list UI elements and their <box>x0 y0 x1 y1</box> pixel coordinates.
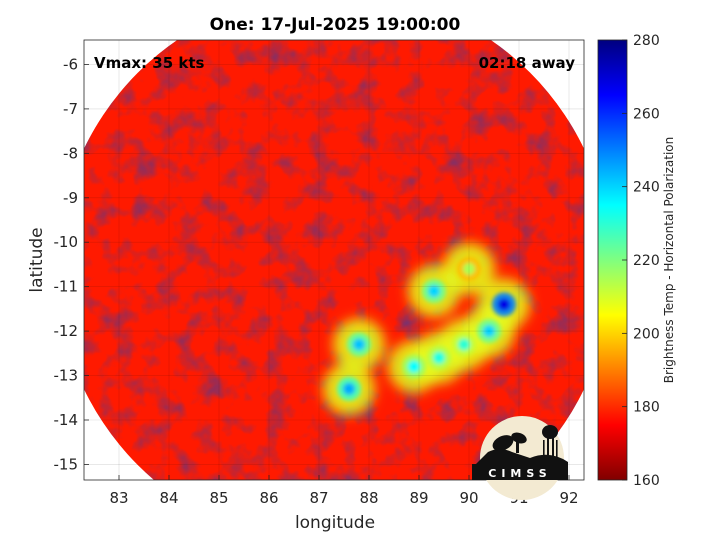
colorbar-tick-label: 240 <box>633 180 660 196</box>
y-tick-label: -10 <box>54 233 79 251</box>
y-tick-label: -9 <box>63 189 78 207</box>
vmax-annotation: Vmax: 35 kts <box>94 54 204 72</box>
x-tick-label: 87 <box>309 489 328 507</box>
y-tick-label: -15 <box>54 455 79 473</box>
x-tick-label: 90 <box>459 489 478 507</box>
cold-feature-6 <box>498 298 510 311</box>
x-axis-label: longitude <box>295 513 375 533</box>
x-tick-label: 84 <box>159 489 178 507</box>
cold-feature-2 <box>408 360 420 373</box>
chart-title: One: 17-Jul-2025 19:00:00 <box>210 15 461 35</box>
y-tick-label: -12 <box>54 322 79 340</box>
cold-feature-8 <box>463 262 475 275</box>
y-tick-label: -7 <box>63 100 78 118</box>
y-axis-label: latitude <box>27 227 47 292</box>
y-tick-label: -8 <box>63 144 78 162</box>
x-tick-label: 88 <box>359 489 378 507</box>
logo-band <box>472 464 568 480</box>
satellite-dish-icon <box>492 432 527 456</box>
cold-feature-7 <box>428 285 440 298</box>
cold-cores <box>337 256 516 401</box>
cold-feature-5 <box>483 325 495 338</box>
x-tick-label: 85 <box>209 489 228 507</box>
colorbar-tick-label: 280 <box>633 33 660 49</box>
y-tick-label: -14 <box>54 411 79 429</box>
cimss-logo: CIMSS <box>472 416 568 500</box>
cold-feature-0 <box>343 382 355 395</box>
x-tick-label: 83 <box>109 489 128 507</box>
cold-feature-3 <box>433 351 445 364</box>
x-tick-label: 92 <box>559 489 578 507</box>
colorbar: 160 180 200 220 240 260 280 Brightness Temp - … <box>597 33 676 489</box>
cold-feature-4 <box>458 338 470 351</box>
water-tower-icon <box>542 425 558 460</box>
x-tick-label: 86 <box>259 489 278 507</box>
colorbar-label: Brightness Temp - Horizontal Polarizatio… <box>662 137 676 384</box>
cold-feature-1 <box>353 338 365 351</box>
plot-frame <box>83 39 585 481</box>
y-tick-label: -13 <box>54 367 79 385</box>
y-tick-label: -6 <box>63 55 78 73</box>
time-away-annotation: 02:18 away <box>479 54 576 72</box>
y-tick-labels: -6 -7 -8 -9 -10 -11 -12 -13 -14 -15 <box>54 55 89 473</box>
x-tick-label: 89 <box>409 489 428 507</box>
colorbar-tick-label: 160 <box>633 473 660 489</box>
colorbar-tick-label: 260 <box>633 106 660 122</box>
colorbar-tick-label: 220 <box>633 253 660 269</box>
logo-text: CIMSS <box>488 467 551 480</box>
colorbar-tick-label: 180 <box>633 400 660 416</box>
colorbar-ticks: 160 180 200 220 240 260 280 <box>622 33 660 489</box>
swath-layer <box>84 40 584 480</box>
plot-area <box>84 40 584 480</box>
swath-texture <box>84 40 584 480</box>
y-tick-label: -11 <box>54 278 79 296</box>
colorbar-tick-label: 200 <box>633 326 660 342</box>
